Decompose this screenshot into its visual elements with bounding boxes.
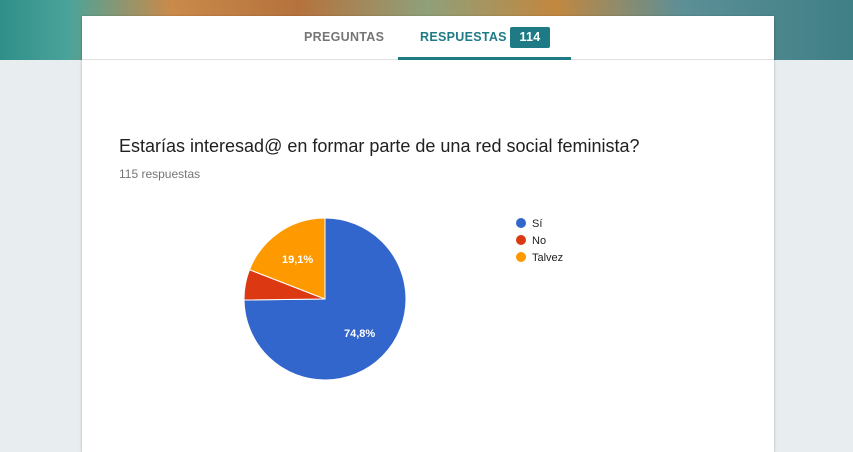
legend-label-talvez[interactable]: Talvez xyxy=(532,252,563,264)
slice-label-si: 74,8% xyxy=(344,328,375,340)
response-card: PREGUNTAS RESPUESTAS 114 Estarías intere… xyxy=(82,16,774,452)
legend-marker-talvez xyxy=(516,252,526,262)
tab-questions[interactable]: PREGUNTAS xyxy=(304,30,385,44)
responses-count-badge: 114 xyxy=(510,27,550,48)
legend-label-si[interactable]: Sí xyxy=(532,218,542,230)
legend-label-no[interactable]: No xyxy=(532,235,546,247)
legend-marker-no xyxy=(516,235,526,245)
response-count: 115 respuestas xyxy=(119,167,201,181)
question-title: Estarías interesad@ en formar parte de u… xyxy=(119,136,640,156)
pie-slice-talvez[interactable] xyxy=(248,217,326,300)
active-tab-indicator xyxy=(398,57,571,60)
slice-label-talvez: 19,1% xyxy=(282,254,313,266)
tab-responses[interactable]: RESPUESTAS 114 xyxy=(398,16,571,60)
pie-chart: 74,8% 19,1% Sí No Talvez xyxy=(243,217,563,381)
tab-responses-label: RESPUESTAS xyxy=(420,30,507,44)
legend-marker-si xyxy=(516,218,526,228)
tab-bar: PREGUNTAS RESPUESTAS 114 xyxy=(82,16,774,60)
